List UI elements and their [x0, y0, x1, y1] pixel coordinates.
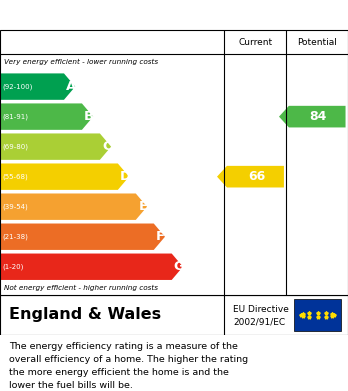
Text: (39-54): (39-54) — [3, 203, 29, 210]
Text: EU Directive: EU Directive — [233, 305, 289, 314]
Polygon shape — [217, 166, 284, 188]
Text: Potential: Potential — [297, 38, 337, 47]
Text: Current: Current — [238, 38, 272, 47]
Text: (69-80): (69-80) — [3, 143, 29, 150]
Text: England & Wales: England & Wales — [9, 307, 161, 323]
Text: 84: 84 — [310, 110, 327, 123]
Text: (21-38): (21-38) — [3, 233, 29, 240]
Text: Very energy efficient - lower running costs: Very energy efficient - lower running co… — [4, 59, 158, 65]
Text: the more energy efficient the home is and the: the more energy efficient the home is an… — [9, 368, 229, 377]
Text: (81-91): (81-91) — [3, 113, 29, 120]
Text: F: F — [156, 230, 165, 243]
Text: E: E — [138, 200, 148, 213]
Text: The energy efficiency rating is a measure of the: The energy efficiency rating is a measur… — [9, 342, 238, 351]
Text: A: A — [66, 80, 76, 93]
Bar — [294, 299, 341, 331]
Text: lower the fuel bills will be.: lower the fuel bills will be. — [9, 381, 133, 390]
Polygon shape — [0, 133, 111, 160]
Polygon shape — [0, 253, 183, 280]
Text: C: C — [102, 140, 112, 153]
Text: 2002/91/EC: 2002/91/EC — [233, 318, 285, 327]
Text: G: G — [173, 260, 184, 273]
Polygon shape — [0, 104, 93, 130]
Text: B: B — [84, 110, 94, 123]
Polygon shape — [0, 163, 129, 190]
Text: (1-20): (1-20) — [3, 264, 24, 270]
Polygon shape — [0, 194, 147, 220]
Text: (92-100): (92-100) — [3, 83, 33, 90]
Polygon shape — [0, 224, 165, 250]
Polygon shape — [0, 74, 75, 100]
Text: Not energy efficient - higher running costs: Not energy efficient - higher running co… — [4, 285, 158, 291]
Text: (55-68): (55-68) — [3, 174, 29, 180]
Text: Energy Efficiency Rating: Energy Efficiency Rating — [9, 7, 211, 23]
Text: D: D — [119, 170, 130, 183]
Polygon shape — [279, 106, 346, 127]
Text: overall efficiency of a home. The higher the rating: overall efficiency of a home. The higher… — [9, 355, 248, 364]
Text: 66: 66 — [248, 170, 265, 183]
